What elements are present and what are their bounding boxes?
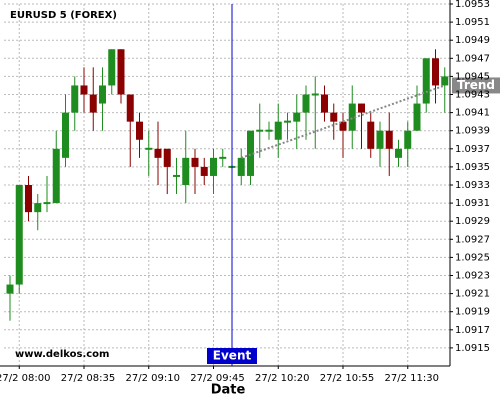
event-label: Event <box>213 349 252 363</box>
candle-body <box>432 58 439 86</box>
candle-body <box>422 58 430 104</box>
candle-body <box>210 157 217 176</box>
candle-body <box>274 121 282 140</box>
candle-body <box>330 112 338 122</box>
watermark: www.delkos.com <box>15 349 109 360</box>
candle-body <box>321 94 328 113</box>
y-tick-label: 1.0917 <box>455 325 490 336</box>
candle-body <box>6 284 14 294</box>
x-tick-label: 27/2 08:00 <box>0 373 50 384</box>
y-tick-label: 1.0927 <box>455 234 490 245</box>
candle-body <box>348 103 356 131</box>
x-tick-label: 27/2 10:20 <box>255 373 309 384</box>
y-tick-label: 1.0923 <box>455 271 490 282</box>
candle-body <box>108 49 116 86</box>
candle-body <box>395 148 402 158</box>
x-tick-label: 27/2 08:35 <box>61 373 115 384</box>
y-tick-label: 1.0939 <box>455 126 490 137</box>
candle-body <box>441 76 449 86</box>
candle-body <box>80 85 88 95</box>
x-tick-label: 27/2 10:55 <box>320 373 374 384</box>
y-tick-label: 1.0937 <box>455 144 490 155</box>
y-tick-label: 1.0953 <box>455 0 490 10</box>
y-tick-label: 1.0929 <box>455 216 490 227</box>
candle-body <box>163 148 171 167</box>
y-tick-label: 1.0947 <box>455 53 490 64</box>
trend-label-box <box>452 77 500 94</box>
x-tick-label: 27/2 09:10 <box>126 373 180 384</box>
candle-body <box>247 130 254 176</box>
candle-body <box>145 147 153 150</box>
candle-body <box>117 49 125 95</box>
y-tick-label: 1.0951 <box>455 17 490 28</box>
candle-body <box>358 103 365 113</box>
candle-body <box>385 130 393 149</box>
candle-body <box>43 202 51 205</box>
candle-body <box>200 166 208 176</box>
event-label-box <box>207 348 257 364</box>
candle-body <box>15 185 23 285</box>
y-tick-label: 1.0931 <box>455 198 490 209</box>
candle-body <box>265 129 273 132</box>
candle-body <box>376 130 384 149</box>
candle-body <box>71 85 79 113</box>
candle-body <box>34 203 42 213</box>
candle-body <box>89 94 97 113</box>
candle-body <box>284 120 291 123</box>
candle-body <box>256 129 264 132</box>
candle-body <box>302 94 310 113</box>
candle-body <box>173 174 180 177</box>
candle-body <box>182 157 190 185</box>
y-tick-label: 1.0933 <box>455 180 490 191</box>
candle-body <box>99 85 106 104</box>
candle-body <box>136 121 143 140</box>
candle-body <box>367 121 375 149</box>
candle-body <box>339 121 347 131</box>
candle-body <box>219 156 227 159</box>
y-tick-label: 1.0919 <box>455 307 490 318</box>
y-tick-label: 1.0925 <box>455 252 490 263</box>
x-tick-label: 27/2 11:30 <box>385 373 439 384</box>
candle-body <box>413 103 421 131</box>
y-tick-label: 1.0935 <box>455 162 490 173</box>
candle-body <box>126 94 134 122</box>
overlays <box>207 4 500 366</box>
candle-body <box>293 112 301 122</box>
candle-body <box>25 185 32 213</box>
candle-body <box>237 157 245 176</box>
candle-body <box>154 148 162 158</box>
y-tick-label: 1.0915 <box>455 343 490 354</box>
candle-body <box>191 157 199 167</box>
y-tick-label: 1.0943 <box>455 90 490 101</box>
candle-body <box>311 93 319 96</box>
x-axis-label: Date <box>211 383 246 398</box>
candle-body <box>52 148 60 204</box>
y-tick-label: 1.0921 <box>455 289 490 300</box>
y-tick-label: 1.0945 <box>455 71 490 82</box>
chart-title: EURUSD 5 (FOREX) <box>10 10 117 21</box>
x-tick-label: 27/2 09:45 <box>190 373 244 384</box>
candle-body <box>62 112 69 158</box>
candles <box>6 49 449 321</box>
y-tick-label: 1.0949 <box>455 35 490 46</box>
y-tick-label: 1.0941 <box>455 108 490 119</box>
trend-label: Trend <box>457 78 495 92</box>
candle-body <box>404 130 412 149</box>
